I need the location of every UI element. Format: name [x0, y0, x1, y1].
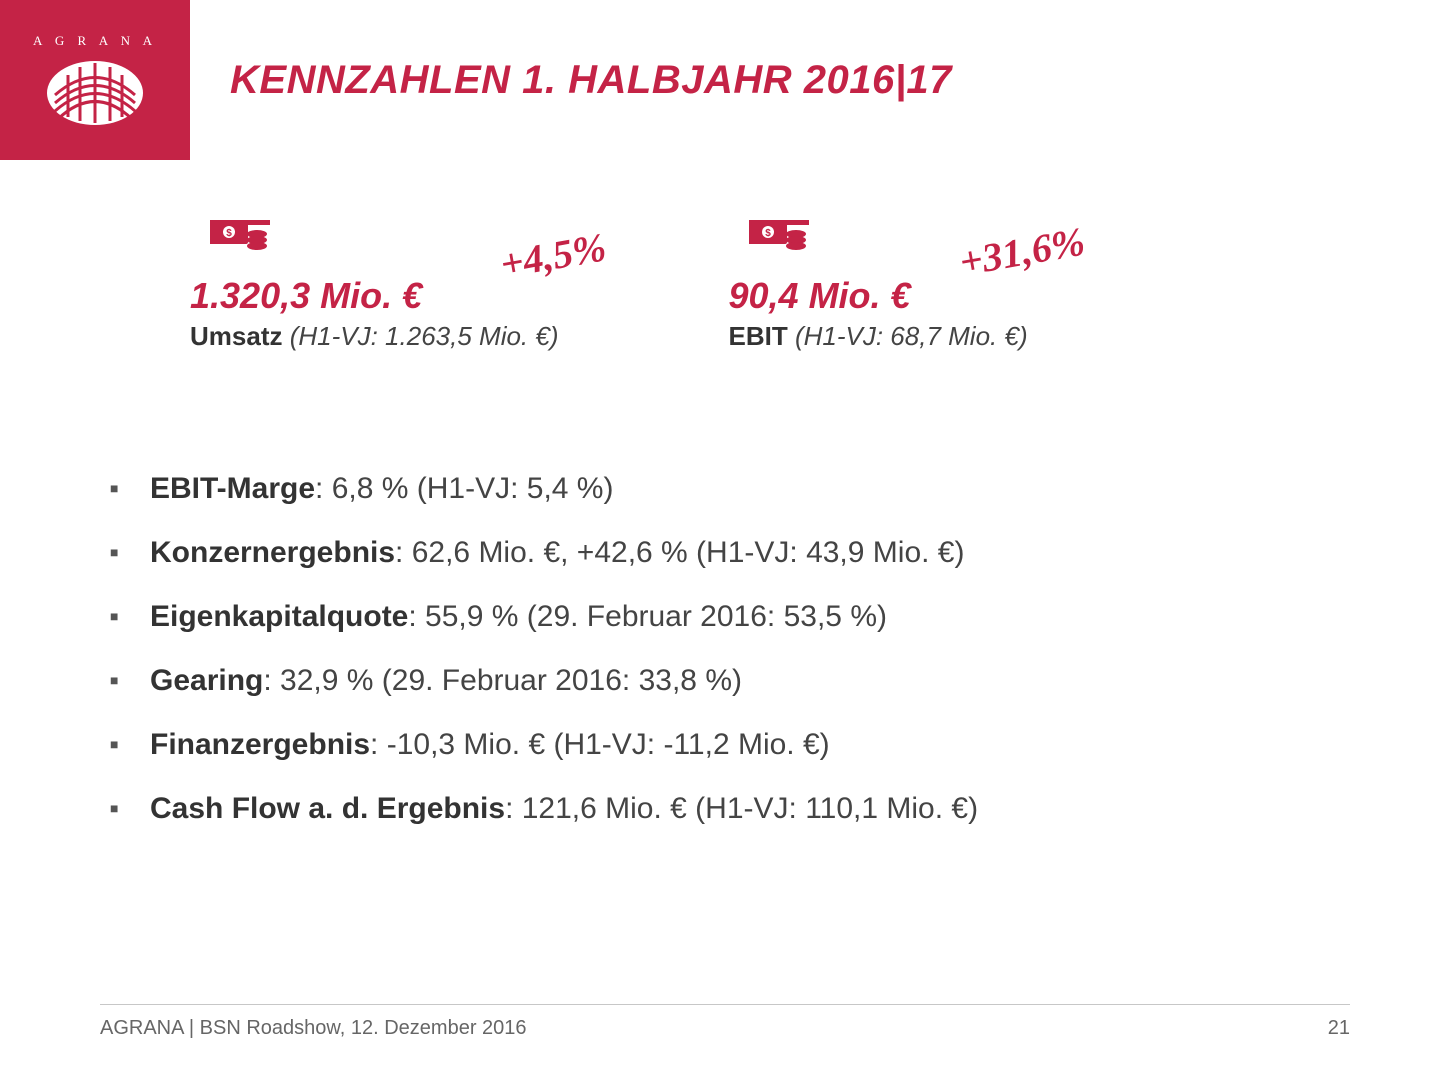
list-item: Cash Flow a. d. Ergebnis: 121,6 Mio. € (… — [110, 792, 1340, 826]
bullet-label: Finanzergebnis — [150, 728, 370, 761]
money-icon: $ — [749, 220, 809, 262]
kpi-umsatz-delta: +4,5% — [497, 223, 610, 288]
bullet-label: Eigenkapitalquote — [150, 600, 408, 633]
bullet-value: : 121,6 Mio. € (H1-VJ: 110,1 Mio. €) — [505, 792, 978, 825]
svg-text:$: $ — [226, 228, 232, 239]
bullet-value: : 62,6 Mio. €, +42,6 % (H1-VJ: 43,9 Mio.… — [395, 536, 964, 569]
kpi-ebit-label: EBIT — [729, 321, 788, 351]
money-icon: $ — [210, 220, 270, 262]
bullet-value: : 6,8 % (H1-VJ: 5,4 %) — [315, 472, 613, 505]
bullet-value: : 55,9 % (29. Februar 2016: 53,5 %) — [408, 600, 887, 633]
kpi-umsatz-compare: (H1-VJ: 1.263,5 Mio. €) — [290, 321, 559, 351]
kpi-umsatz: $ 1.320,3 Mio. € +4,5% Umsatz (H1-VJ: 1.… — [190, 220, 559, 352]
kpi-umsatz-label-line: Umsatz (H1-VJ: 1.263,5 Mio. €) — [190, 321, 559, 352]
bullet-value: : 32,9 % (29. Februar 2016: 33,8 %) — [263, 664, 742, 697]
kpi-ebit: $ 90,4 Mio. € +31,6% EBIT (H1-VJ: 68,7 M… — [729, 220, 1028, 352]
kpi-row: $ 1.320,3 Mio. € +4,5% Umsatz (H1-VJ: 1.… — [0, 220, 1440, 352]
bullet-label: Konzernergebnis — [150, 536, 395, 569]
footer: AGRANA | BSN Roadshow, 12. Dezember 2016… — [100, 1004, 1350, 1040]
list-item: Finanzergebnis: -10,3 Mio. € (H1-VJ: -11… — [110, 728, 1340, 762]
slide-title: KENNZAHLEN 1. HALBJAHR 2016|17 — [230, 58, 952, 103]
kpi-ebit-delta: +31,6% — [955, 217, 1087, 285]
page-number: 21 — [1328, 1017, 1350, 1040]
slide: A G R A N A KENNZAHLEN 1. HALBJAHR 2016|… — [0, 0, 1440, 1080]
footer-text: AGRANA | BSN Roadshow, 12. Dezember 2016 — [100, 1017, 527, 1040]
svg-text:$: $ — [765, 228, 771, 239]
bullet-list: EBIT-Marge: 6,8 % (H1-VJ: 5,4 %) Konzern… — [0, 472, 1440, 826]
list-item: EBIT-Marge: 6,8 % (H1-VJ: 5,4 %) — [110, 472, 1340, 506]
agrana-logo-icon: A G R A N A — [30, 25, 160, 135]
logo-box: A G R A N A — [0, 0, 190, 160]
kpi-ebit-label-line: EBIT (H1-VJ: 68,7 Mio. €) — [729, 321, 1028, 352]
kpi-ebit-compare: (H1-VJ: 68,7 Mio. €) — [795, 321, 1028, 351]
list-item: Konzernergebnis: 62,6 Mio. €, +42,6 % (H… — [110, 536, 1340, 570]
list-item: Eigenkapitalquote: 55,9 % (29. Februar 2… — [110, 600, 1340, 634]
bullet-label: Gearing — [150, 664, 263, 697]
bullet-label: EBIT-Marge — [150, 472, 315, 505]
bullet-label: Cash Flow a. d. Ergebnis — [150, 792, 505, 825]
header: A G R A N A KENNZAHLEN 1. HALBJAHR 2016|… — [0, 0, 1440, 160]
kpi-umsatz-label: Umsatz — [190, 321, 282, 351]
list-item: Gearing: 32,9 % (29. Februar 2016: 33,8 … — [110, 664, 1340, 698]
bullet-value: : -10,3 Mio. € (H1-VJ: -11,2 Mio. €) — [370, 728, 830, 761]
svg-text:A G R A N A: A G R A N A — [33, 33, 157, 48]
